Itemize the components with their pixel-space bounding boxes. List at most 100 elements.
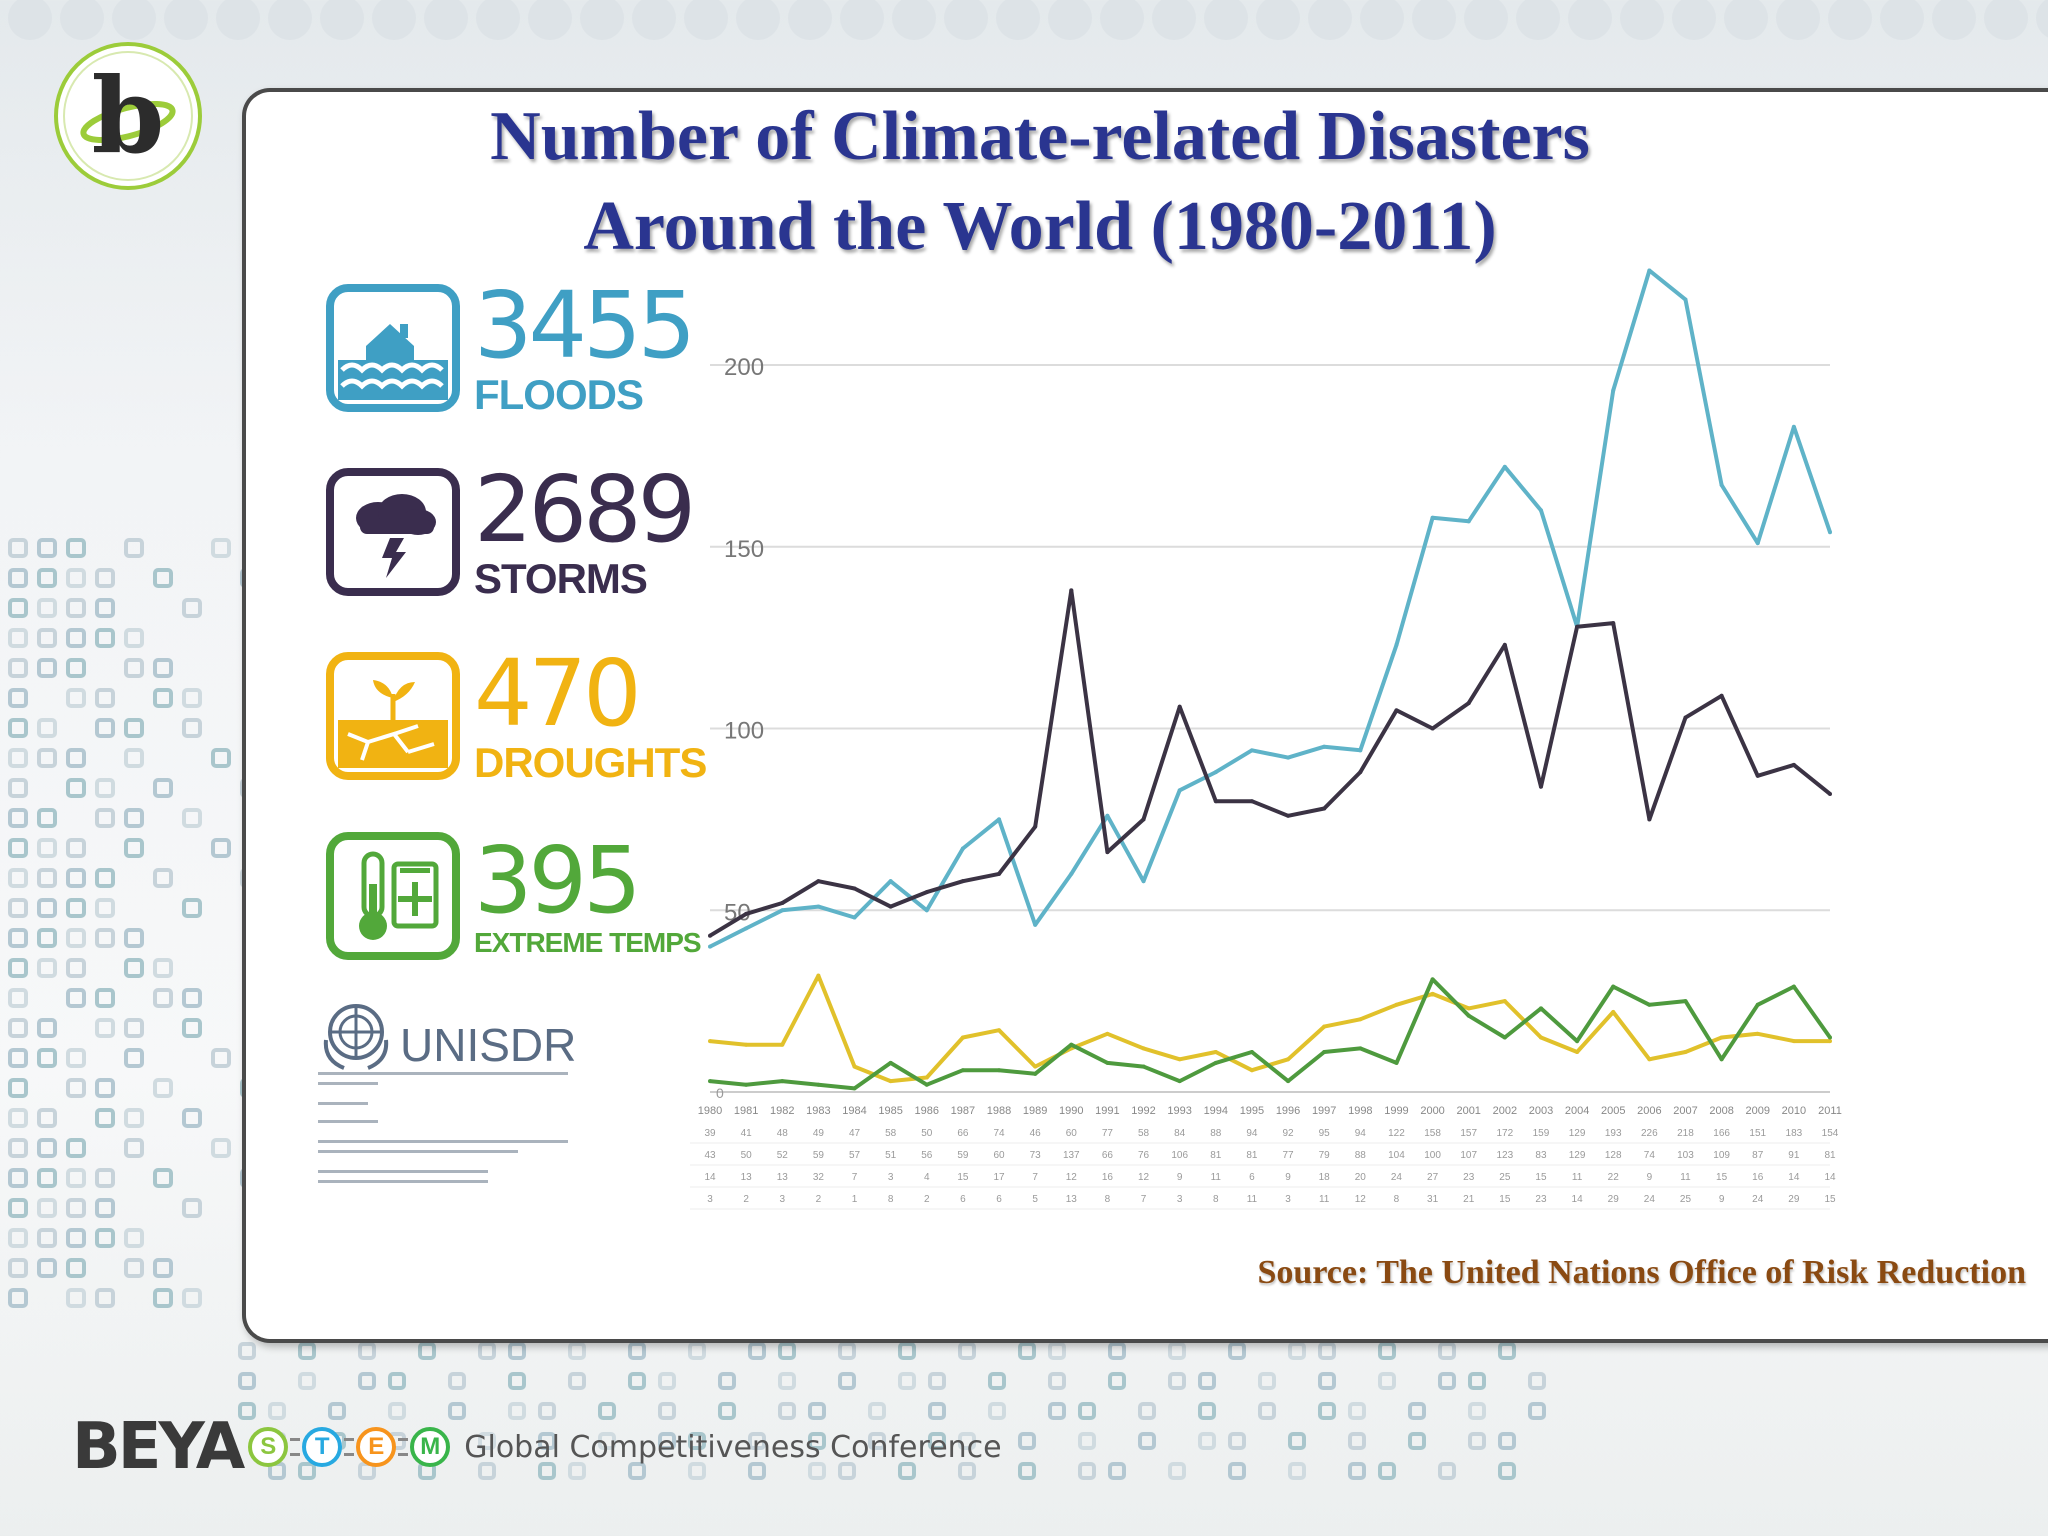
series-2-point [1033, 1064, 1038, 1069]
stem-badges: S T E M [248, 1427, 451, 1467]
series-0-point [1394, 642, 1399, 647]
table-cell: 24 [1644, 1194, 1656, 1205]
table-cell: 50 [921, 1128, 933, 1139]
series-3-point [960, 1068, 965, 1073]
series-0-point [1611, 388, 1616, 393]
table-cell: 51 [885, 1150, 897, 1161]
table-cell: 1 [852, 1194, 858, 1205]
x-tick-label: 1985 [878, 1105, 902, 1117]
table-cell: 226 [1641, 1128, 1658, 1139]
table-cell: 128 [1605, 1150, 1622, 1161]
table-cell: 32 [813, 1172, 825, 1183]
series-2-point [1177, 1057, 1182, 1062]
series-3-point [852, 1086, 857, 1091]
table-cell: 15 [957, 1172, 969, 1183]
table-cell: 87 [1752, 1150, 1764, 1161]
stat-floods: 3455 FLOODS [326, 272, 696, 416]
series-2-point [1394, 1002, 1399, 1007]
table-cell: 83 [1535, 1150, 1547, 1161]
table-cell: 218 [1677, 1128, 1694, 1139]
stat-droughts-label: DROUGHTS [474, 739, 707, 786]
table-cell: 22 [1608, 1172, 1620, 1183]
series-2-point [997, 1028, 1002, 1033]
table-cell: 183 [1786, 1128, 1803, 1139]
table-cell: 9 [1177, 1172, 1183, 1183]
series-3-point [1322, 1050, 1327, 1055]
x-tick-label: 2002 [1493, 1105, 1517, 1117]
table-cell: 24 [1391, 1172, 1403, 1183]
table-cell: 92 [1283, 1128, 1295, 1139]
table-cell: 157 [1460, 1128, 1477, 1139]
table-cell: 7 [852, 1172, 858, 1183]
table-cell: 50 [741, 1150, 753, 1161]
series-0-point [816, 904, 821, 909]
series-3-line [709, 977, 1832, 1091]
table-cell: 100 [1424, 1150, 1441, 1161]
table-cell: 43 [704, 1150, 716, 1161]
series-3-point [1719, 1057, 1724, 1062]
x-tick-label: 2008 [1709, 1105, 1733, 1117]
series-0-point [960, 846, 965, 851]
table-cell: 7 [1141, 1194, 1147, 1205]
x-tick-label: 2003 [1529, 1105, 1553, 1117]
thermometer-icon [326, 832, 460, 960]
table-cell: 66 [957, 1128, 969, 1139]
table-cell: 3 [779, 1194, 785, 1205]
series-2-point [1719, 1035, 1724, 1040]
series-3-point [924, 1082, 929, 1087]
table-cell: 88 [1355, 1150, 1367, 1161]
table-cell: 74 [1644, 1150, 1656, 1161]
series-3-point [816, 1082, 821, 1087]
series-0-point [1322, 744, 1327, 749]
series-2-point [1249, 1068, 1254, 1073]
series-3-point [1828, 1035, 1832, 1040]
table-cell: 12 [1355, 1194, 1367, 1205]
stem-equals [398, 1438, 409, 1456]
table-cell: 77 [1283, 1150, 1295, 1161]
stem-equals [290, 1438, 301, 1456]
table-cell: 154 [1822, 1128, 1839, 1139]
x-tick-label: 1991 [1095, 1105, 1119, 1117]
table-cell: 158 [1424, 1128, 1441, 1139]
table-cell: 172 [1496, 1128, 1513, 1139]
x-tick-label: 1988 [987, 1105, 1011, 1117]
stat-floods-number: 3455 [474, 272, 696, 379]
series-2-point [1791, 1039, 1796, 1044]
series-2-point [1647, 1057, 1652, 1062]
table-cell: 166 [1713, 1128, 1730, 1139]
series-1-point [1105, 850, 1110, 855]
table-cell: 123 [1496, 1150, 1513, 1161]
table-cell: 6 [960, 1194, 966, 1205]
stem-badge-t: T [302, 1427, 343, 1467]
stat-extreme-temps-number: 395 [474, 827, 642, 934]
series-0-point [997, 817, 1002, 822]
table-cell: 5 [1032, 1194, 1038, 1205]
stat-droughts-number: 470 [474, 640, 642, 747]
table-cell: 14 [1788, 1172, 1800, 1183]
x-tick-label: 2001 [1456, 1105, 1480, 1117]
table-cell: 39 [704, 1128, 716, 1139]
series-2-point [1213, 1050, 1218, 1055]
series-0-point [1069, 871, 1074, 876]
series-3-point [1647, 1002, 1652, 1007]
table-cell: 59 [813, 1150, 825, 1161]
table-cell: 14 [1572, 1194, 1584, 1205]
table-cell: 103 [1677, 1150, 1694, 1161]
table-cell: 20 [1355, 1172, 1367, 1183]
y-tick-label: 100 [724, 718, 764, 745]
x-tick-label: 1994 [1204, 1105, 1228, 1117]
series-3-point [1213, 1060, 1218, 1065]
table-cell: 88 [1210, 1128, 1222, 1139]
table-cell: 23 [1535, 1194, 1547, 1205]
table-cell: 12 [1138, 1172, 1150, 1183]
series-1-point [1177, 704, 1182, 709]
series-0-point [852, 915, 857, 920]
table-cell: 6 [1249, 1172, 1255, 1183]
table-cell: 24 [1752, 1194, 1764, 1205]
table-cell: 47 [849, 1128, 861, 1139]
series-0-point [1466, 519, 1471, 524]
series-1-point [1538, 784, 1543, 789]
series-0-point [1755, 541, 1760, 546]
slide-title-line-1: Number of Climate-related Disasters [490, 98, 1590, 175]
